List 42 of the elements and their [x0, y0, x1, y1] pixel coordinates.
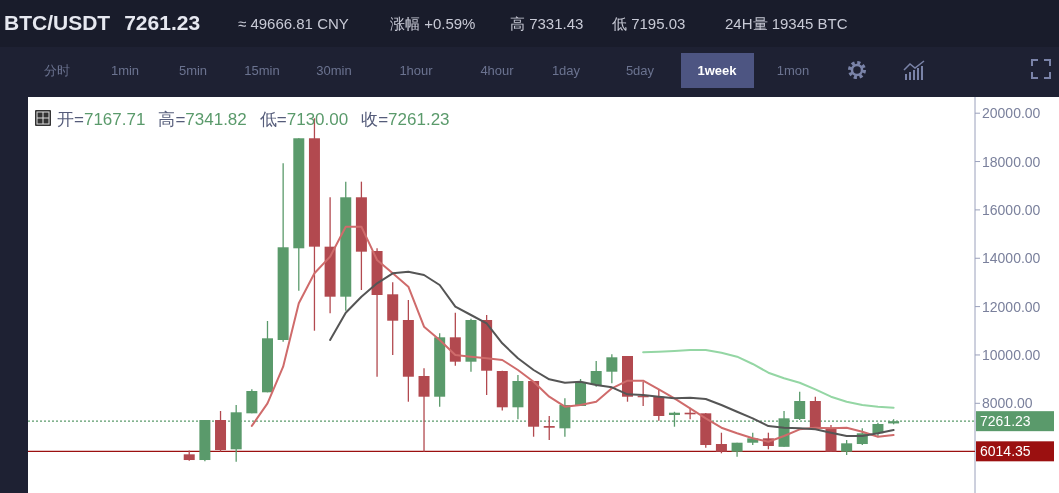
- y-tick-label: 20000.00: [982, 105, 1041, 122]
- y-tick-label: 12000.00: [982, 298, 1041, 315]
- text: 低 7195.03: [612, 15, 686, 32]
- text: 7261.23: [388, 110, 450, 129]
- text: 30min: [316, 63, 352, 78]
- candlestick: [794, 391, 806, 421]
- candlestick: [246, 388, 258, 414]
- candlestick: [543, 415, 555, 441]
- candlestick: [606, 353, 618, 384]
- text: 1min: [110, 63, 140, 78]
- y-tick-label: 10000.00: [982, 346, 1041, 363]
- text: 4hour: [480, 63, 515, 78]
- text: 7261.23: [124, 11, 201, 34]
- ref-line-label: 6014.35: [980, 443, 1031, 460]
- text: 1mon: [776, 63, 810, 78]
- chart-title: BTC/USDT: [4, 11, 111, 34]
- y-tick-label: 14000.00: [982, 250, 1041, 267]
- line-series: [642, 349, 895, 409]
- text: 5min: [178, 63, 208, 78]
- candlestick: [418, 367, 430, 453]
- text: 15min: [244, 63, 280, 78]
- annotation: 高=7341.82: [158, 110, 247, 129]
- y-tick-label: 16000.00: [982, 201, 1041, 218]
- text: 24H量 19345 BTC: [725, 15, 848, 32]
- text: 收=: [361, 110, 389, 129]
- text: 涨幅 +0.59%: [390, 15, 476, 32]
- text: 高 7331.43: [510, 15, 584, 32]
- annotation: 低=7130.00: [259, 110, 349, 129]
- candlestick: [715, 432, 727, 454]
- text: 开=7167.71: [57, 110, 146, 129]
- text: 分时: [44, 63, 70, 78]
- candlestick: [575, 378, 587, 407]
- candlestick: [653, 389, 665, 422]
- ref-line-label: 7261.23: [980, 413, 1031, 430]
- y-tick-label: 18000.00: [982, 153, 1041, 170]
- text: 1week: [697, 63, 738, 78]
- candlestick: [590, 360, 602, 388]
- text: ≈ 49666.81 CNY: [238, 15, 349, 32]
- text: 5day: [625, 63, 655, 78]
- y-tick-label: 8000.00: [982, 395, 1033, 412]
- text: 1day: [551, 63, 581, 78]
- text: 1hour: [399, 63, 434, 78]
